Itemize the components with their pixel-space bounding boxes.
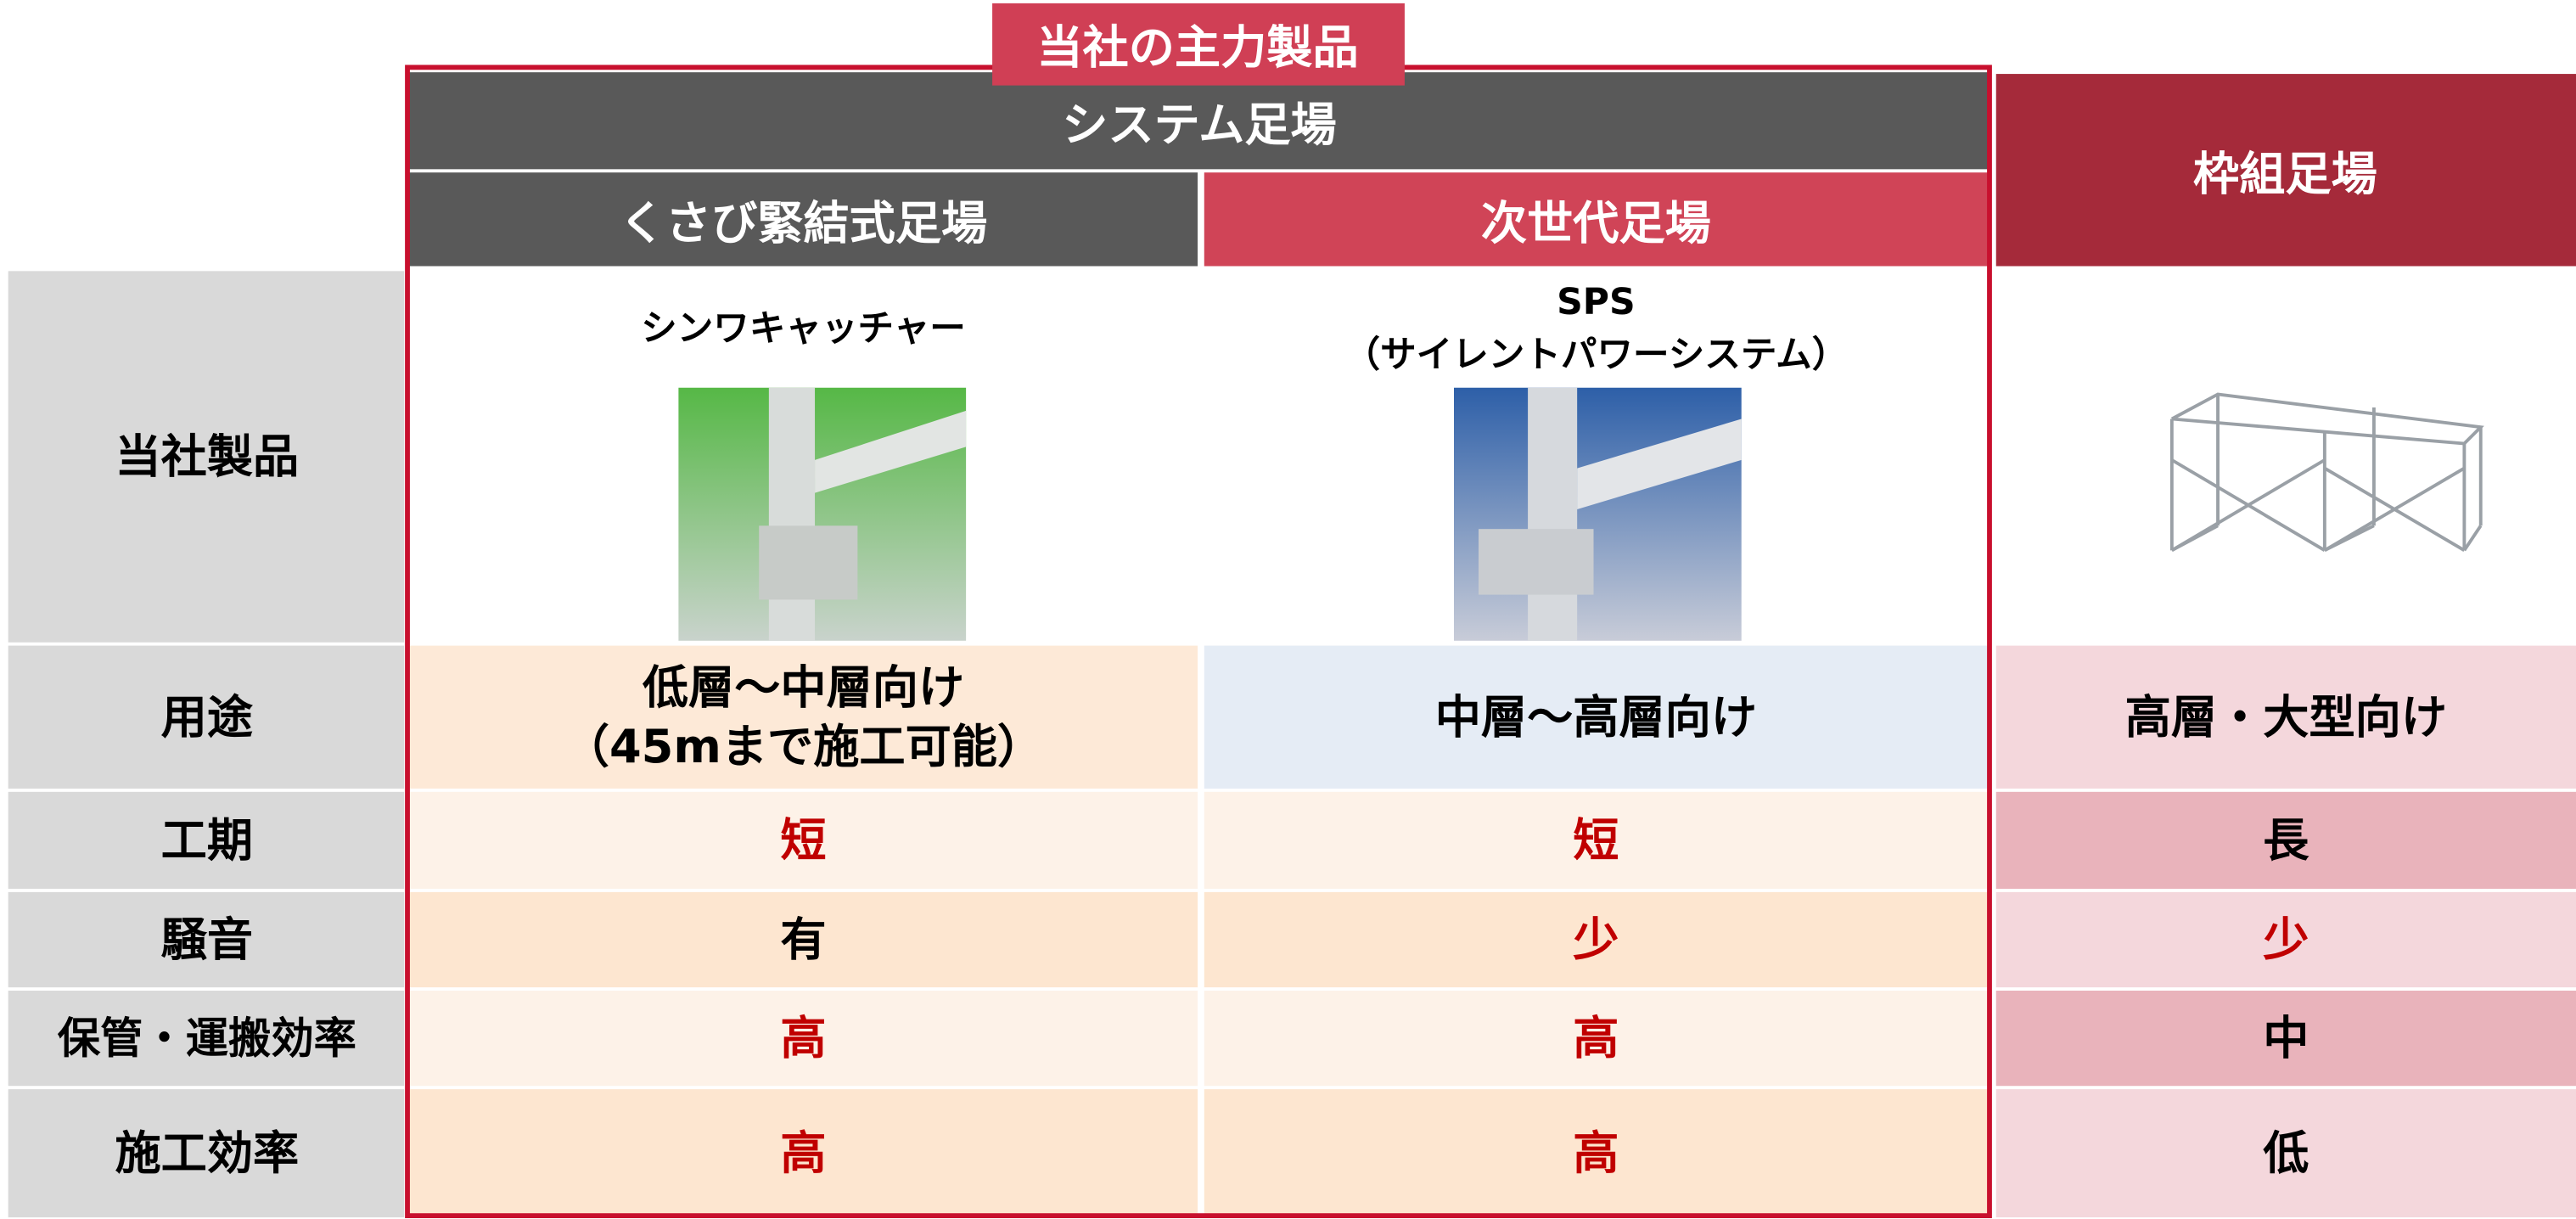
cell-bg <box>408 791 1198 890</box>
cell-text: 低 <box>2263 1126 2309 1180</box>
cell-bg <box>8 645 405 789</box>
cell-text: 高 <box>1573 1126 1619 1180</box>
row-label: 工期 <box>161 813 253 867</box>
cell-bg <box>1204 891 1989 988</box>
cell-text: 高層・大型向け <box>2125 690 2447 744</box>
product-name: （サイレントパワーシステム） <box>1344 334 1849 376</box>
badge: 当社の主力製品 <box>1036 21 1358 75</box>
row-label: 施工効率 <box>115 1126 299 1180</box>
cell-bg <box>1204 990 1989 1087</box>
cell-bg <box>1995 1089 2576 1218</box>
image-detail <box>1528 387 1578 641</box>
cell-bg <box>1995 990 2576 1087</box>
group-header: システム足場 <box>1062 98 1337 152</box>
cell-bg <box>1204 791 1989 890</box>
cell-text: 中層～高層向け <box>1435 690 1757 744</box>
cell-text: 短 <box>780 813 826 867</box>
image-detail <box>815 410 967 493</box>
product-name: SPS <box>1557 281 1636 323</box>
cell-bg <box>1204 645 1989 789</box>
cell-bg <box>1204 172 1989 267</box>
column-header: 枠組足場 <box>2193 148 2377 201</box>
column-header: 次世代足場 <box>1481 197 1711 250</box>
column-header: くさび緊結式足場 <box>620 197 988 250</box>
cell-bg <box>408 172 1198 267</box>
cell-bg <box>408 990 1198 1087</box>
cell-bg <box>1995 791 2576 890</box>
row-label: 保管・運搬効率 <box>58 1014 356 1064</box>
cell-bg <box>408 72 1989 170</box>
cell-bg <box>1995 74 2576 267</box>
product-image <box>1453 387 1742 641</box>
product-name: シンワキャッチャー <box>641 307 966 350</box>
row-label: 騒音 <box>161 913 253 966</box>
cell-text: （45mまで施工可能） <box>564 720 1043 773</box>
cell-bg <box>1995 645 2576 789</box>
cell-text: 低層～中層向け <box>643 660 964 714</box>
image-detail <box>759 525 858 600</box>
image-detail <box>1577 419 1742 509</box>
image-detail <box>768 387 816 641</box>
product-images <box>678 387 2484 641</box>
cell-bg <box>8 990 405 1087</box>
row-label: 当社製品 <box>115 430 299 484</box>
frame-scaffold-image <box>2169 392 2484 553</box>
cell-bg <box>1995 891 2576 988</box>
row-label: 用途 <box>161 690 254 744</box>
cell-bg <box>1995 271 2576 643</box>
cell-text: 高 <box>780 1012 826 1065</box>
badge-bg <box>992 3 1405 86</box>
cell-text: 高 <box>780 1126 826 1180</box>
cell-bg <box>408 891 1198 988</box>
cell-text: 有 <box>780 913 826 966</box>
cell-text: 高 <box>1573 1012 1619 1065</box>
cell-text: 中 <box>2263 1012 2309 1065</box>
cell-text: 少 <box>2263 913 2309 966</box>
image-detail <box>1479 529 1594 595</box>
cell-bg <box>408 645 1198 789</box>
cell-text: 長 <box>2263 813 2309 867</box>
cell-bg <box>8 791 405 890</box>
cell-bg <box>8 1089 405 1218</box>
cell-bg <box>8 271 405 643</box>
cell-bg <box>408 1089 1198 1218</box>
cell-bg <box>8 891 405 988</box>
cell-text: 短 <box>1573 813 1619 867</box>
cell-bg <box>1204 1089 1989 1218</box>
cell-text: 少 <box>1573 913 1619 966</box>
